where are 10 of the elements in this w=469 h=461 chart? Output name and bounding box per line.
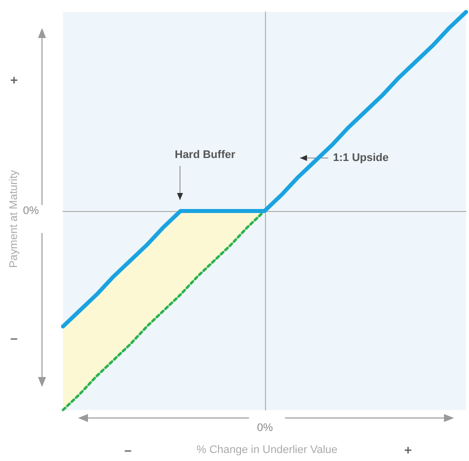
y-axis-title: Payment at Maturity <box>8 170 20 268</box>
annotation: Hard Buffer <box>174 149 236 161</box>
text: + <box>10 72 18 88</box>
text: – <box>124 442 132 458</box>
text: + <box>404 442 412 458</box>
text: – <box>10 330 18 346</box>
text: 0% <box>257 422 274 434</box>
text: 0% <box>23 205 40 217</box>
annotation: 1:1 Upside <box>333 152 389 164</box>
x-axis-title: % Change in Underlier Value <box>196 444 338 456</box>
